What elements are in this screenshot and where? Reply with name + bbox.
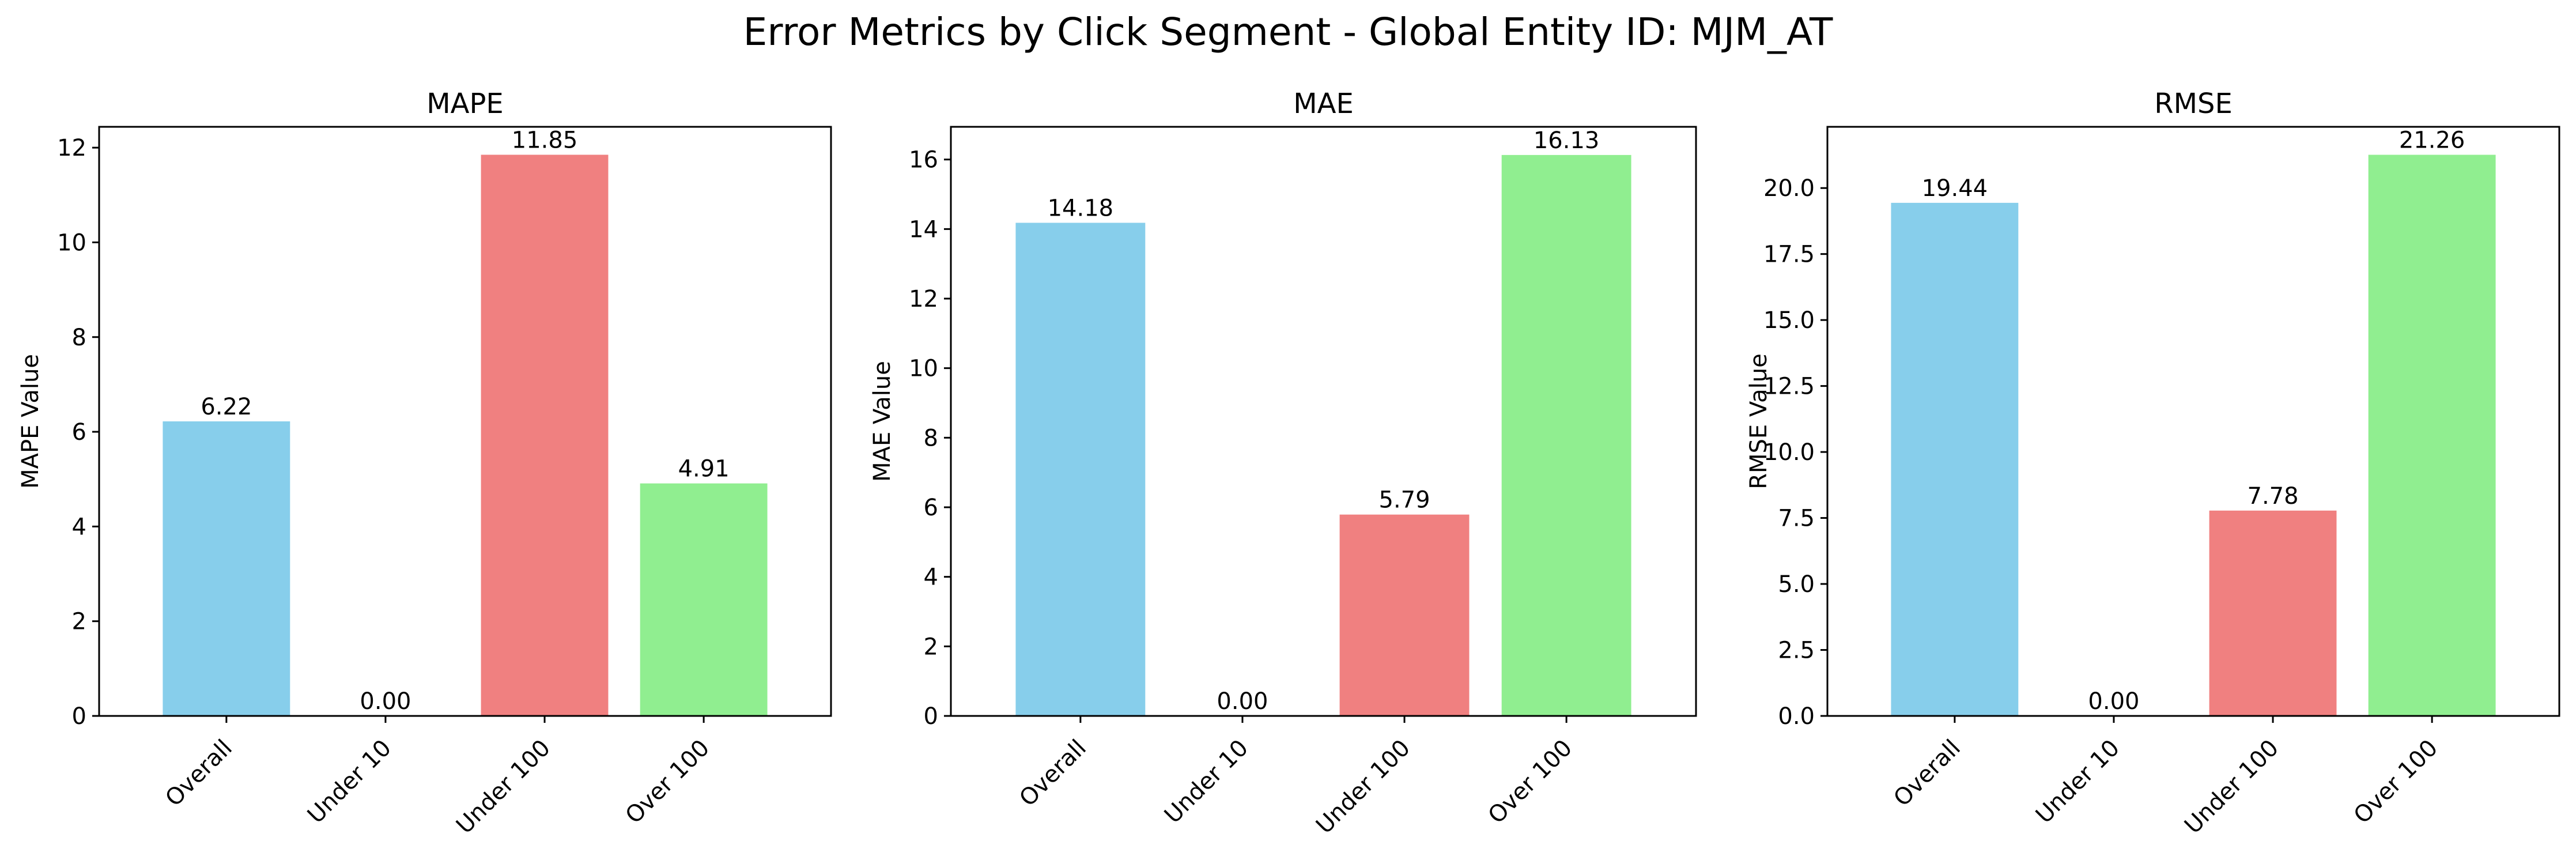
x-tick-label: Under 10 xyxy=(303,735,396,829)
x-tick-label: Under 100 xyxy=(2180,735,2284,839)
y-tick-label: 2 xyxy=(72,609,86,635)
x-tick-label: Overall xyxy=(1888,735,1966,812)
axes-frame xyxy=(98,126,832,717)
data-label: 5.79 xyxy=(1379,487,1430,514)
y-tick-label: 14 xyxy=(909,216,938,243)
y-tick-label: 15.0 xyxy=(1763,307,1815,334)
y-tick-label: 0 xyxy=(72,703,86,730)
x-tick-label: Overall xyxy=(1014,735,1091,812)
y-tick-label: 10 xyxy=(57,229,86,256)
y-tick-label: 10.0 xyxy=(1763,439,1815,466)
y-tick-label: 6 xyxy=(924,495,938,521)
y-tick-label: 12 xyxy=(909,286,938,312)
x-tick-label: Under 10 xyxy=(2031,735,2125,829)
y-tick-label: 17.5 xyxy=(1763,242,1815,268)
data-label: 21.26 xyxy=(2399,127,2465,154)
data-label: 0.00 xyxy=(360,688,411,715)
chart-title: MAPE xyxy=(426,88,504,120)
y-tick-label: 20.0 xyxy=(1763,175,1815,202)
data-label: 11.85 xyxy=(512,127,578,153)
bar xyxy=(2209,510,2337,716)
bar xyxy=(481,154,609,716)
y-tick-label: 5.0 xyxy=(1778,571,1815,598)
y-tick-label: 2 xyxy=(924,633,938,660)
data-label: 7.78 xyxy=(2248,483,2299,510)
bar xyxy=(163,421,290,716)
figure-title: Error Metrics by Click Segment - Global … xyxy=(743,10,1833,54)
y-tick-label: 6 xyxy=(72,419,86,446)
x-tick-label: Over 100 xyxy=(1483,735,1578,829)
bar xyxy=(1891,202,2019,716)
x-tick-label: Over 100 xyxy=(621,735,715,829)
data-label: 14.18 xyxy=(1048,195,1114,222)
y-tick-label: 0.0 xyxy=(1778,703,1815,730)
bar xyxy=(1339,514,1470,716)
y-tick-label: 4 xyxy=(924,564,938,591)
chart-title: RMSE xyxy=(2154,88,2233,120)
data-label: 19.44 xyxy=(1922,175,1988,202)
y-tick-label: 4 xyxy=(72,514,86,540)
x-tick-label: Over 100 xyxy=(2349,735,2443,829)
y-tick-label: 8 xyxy=(924,425,938,451)
axes-frame xyxy=(950,126,1697,717)
y-tick-label: 8 xyxy=(72,325,86,351)
x-tick-label: Under 100 xyxy=(1311,735,1415,839)
y-axis-label: MAPE Value xyxy=(17,354,44,489)
x-tick-label: Overall xyxy=(160,735,237,812)
chart-panel: RMSE RMSE Value 19.44 Overall 0.00 Under 10 7.… xyxy=(1746,88,2560,839)
y-tick-label: 2.5 xyxy=(1778,638,1815,664)
x-tick-label: Under 100 xyxy=(451,735,556,839)
y-tick-label: 7.5 xyxy=(1778,506,1815,532)
data-label: 0.00 xyxy=(2088,688,2139,715)
data-label: 6.22 xyxy=(201,394,252,420)
bar xyxy=(1501,154,1631,716)
data-label: 16.13 xyxy=(1533,127,1600,154)
bar xyxy=(640,483,768,716)
y-axis-label: MAE Value xyxy=(869,361,896,482)
y-tick-label: 0 xyxy=(924,703,938,730)
data-label: 4.91 xyxy=(678,456,730,482)
y-tick-label: 10 xyxy=(909,356,938,382)
chart-panel: MAE MAE Value 14.18 Overall 0.00 Under 10 5.79… xyxy=(869,88,1697,839)
x-tick-label: Under 10 xyxy=(1159,735,1253,829)
y-axis-label: RMSE Value xyxy=(1746,353,1772,489)
y-tick-label: 12 xyxy=(57,135,86,161)
axes-frame xyxy=(1826,126,2560,717)
bar xyxy=(1015,223,1146,716)
bar xyxy=(2368,154,2496,716)
chart-panel: MAPE MAPE Value 6.22 Overall 0.00 Under 10 11.… xyxy=(17,88,832,839)
y-tick-label: 16 xyxy=(909,147,938,174)
data-label: 0.00 xyxy=(1217,688,1268,715)
y-tick-label: 12.5 xyxy=(1763,374,1815,400)
chart-title: MAE xyxy=(1293,88,1354,120)
